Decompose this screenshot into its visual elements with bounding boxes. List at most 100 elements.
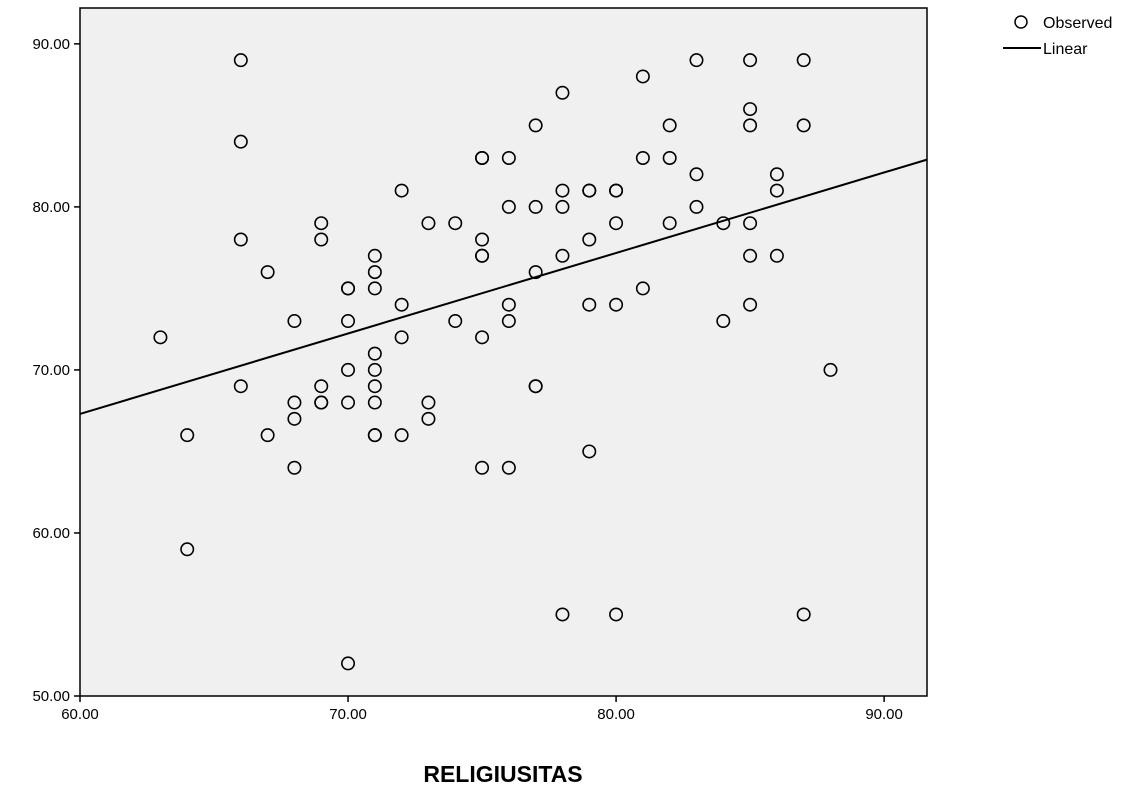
linear-fit-line xyxy=(79,158,928,415)
y-tick-label: 50.00 xyxy=(32,688,70,705)
observed-point xyxy=(475,330,490,345)
observed-point xyxy=(501,199,516,214)
observed-point xyxy=(341,395,356,410)
observed-point xyxy=(555,199,570,214)
observed-point xyxy=(689,199,704,214)
y-tick-label: 80.00 xyxy=(32,199,70,216)
observed-point xyxy=(769,248,784,263)
observed-point xyxy=(367,379,382,394)
x-axis-title: RELIGIUSITAS xyxy=(423,761,582,787)
observed-point xyxy=(367,362,382,377)
legend-label-observed: Observed xyxy=(1043,15,1112,32)
observed-point xyxy=(421,411,436,426)
legend-marker-icon xyxy=(1014,15,1028,29)
observed-point xyxy=(582,183,597,198)
legend: Observed Linear xyxy=(1003,15,1112,58)
observed-point xyxy=(555,85,570,100)
x-tick-label: 70.00 xyxy=(329,706,367,723)
observed-point xyxy=(501,150,516,165)
observed-point xyxy=(635,281,650,296)
x-axis: 60.00 70.00 80.00 90.00 xyxy=(61,696,903,723)
observed-point xyxy=(367,346,382,361)
observed-point xyxy=(501,297,516,312)
observed-point xyxy=(823,362,838,377)
observed-point xyxy=(341,656,356,671)
y-axis: 50.00 60.00 70.00 80.00 90.00 xyxy=(32,36,80,705)
observed-point xyxy=(233,53,248,68)
observed-point xyxy=(635,69,650,84)
observed-point xyxy=(367,395,382,410)
observed-point xyxy=(796,53,811,68)
observed-point xyxy=(260,265,275,280)
observed-point xyxy=(287,460,302,475)
observed-point xyxy=(555,183,570,198)
y-tick-label: 90.00 xyxy=(32,36,70,53)
observed-point xyxy=(233,232,248,247)
observed-point xyxy=(314,379,329,394)
observed-point xyxy=(341,362,356,377)
observed-point xyxy=(743,216,758,231)
observed-point xyxy=(314,216,329,231)
observed-point xyxy=(475,150,490,165)
observed-point xyxy=(528,199,543,214)
observed-point xyxy=(180,542,195,557)
observed-point xyxy=(180,428,195,443)
observed-point xyxy=(528,118,543,133)
plot-area xyxy=(79,7,928,697)
observed-point xyxy=(662,216,677,231)
observed-point xyxy=(582,232,597,247)
observed-point xyxy=(501,314,516,329)
observed-point xyxy=(743,53,758,68)
observed-point xyxy=(743,118,758,133)
observed-point xyxy=(153,330,168,345)
observed-point xyxy=(314,232,329,247)
y-tick-label: 70.00 xyxy=(32,362,70,379)
observed-point xyxy=(394,297,409,312)
observed-point xyxy=(716,216,731,231)
observed-point xyxy=(662,150,677,165)
observed-point xyxy=(528,265,543,280)
observed-point xyxy=(314,395,329,410)
observed-point xyxy=(716,314,731,329)
observed-point xyxy=(501,460,516,475)
observed-point xyxy=(233,379,248,394)
observed-point xyxy=(233,134,248,149)
observed-point xyxy=(796,607,811,622)
observed-point xyxy=(609,183,624,198)
observed-point xyxy=(448,216,463,231)
observed-point xyxy=(367,248,382,263)
observed-point xyxy=(448,314,463,329)
observed-point xyxy=(528,379,543,394)
observed-point xyxy=(421,216,436,231)
observed-point xyxy=(475,232,490,247)
x-tick-label: 60.00 xyxy=(61,706,99,723)
observed-point xyxy=(582,444,597,459)
observed-point xyxy=(367,428,382,443)
points-layer xyxy=(153,53,838,671)
observed-point xyxy=(609,607,624,622)
observed-point xyxy=(475,248,490,263)
observed-point xyxy=(394,428,409,443)
observed-point xyxy=(260,428,275,443)
y-tick-label: 60.00 xyxy=(32,525,70,542)
x-tick-label: 80.00 xyxy=(597,706,635,723)
observed-point xyxy=(769,183,784,198)
observed-point xyxy=(609,297,624,312)
observed-point xyxy=(689,167,704,182)
observed-point xyxy=(555,607,570,622)
observed-point xyxy=(796,118,811,133)
observed-point xyxy=(287,314,302,329)
fit-line-layer xyxy=(79,158,928,415)
observed-point xyxy=(743,248,758,263)
observed-point xyxy=(582,297,597,312)
observed-point xyxy=(689,53,704,68)
observed-point xyxy=(743,102,758,117)
observed-point xyxy=(287,411,302,426)
observed-point xyxy=(609,216,624,231)
observed-point xyxy=(367,265,382,280)
observed-point xyxy=(341,281,356,296)
observed-point xyxy=(367,281,382,296)
observed-point xyxy=(475,460,490,475)
observed-point xyxy=(555,248,570,263)
